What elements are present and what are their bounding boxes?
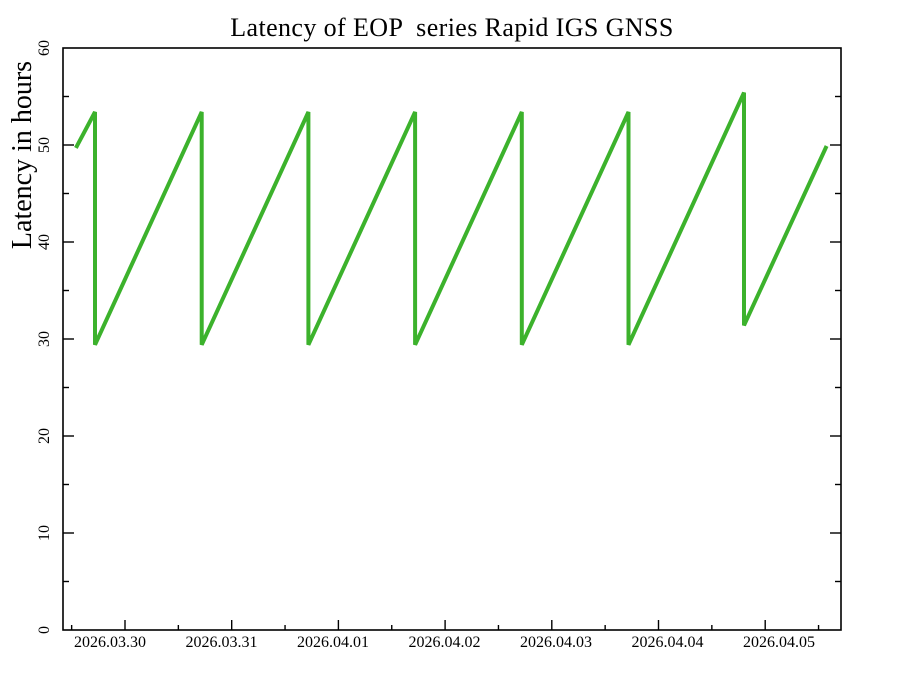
y-tick-label: 30 <box>36 331 53 347</box>
x-tick-label: 2026.04.01 <box>297 634 369 651</box>
y-tick-label: 20 <box>36 428 53 444</box>
chart-title: Latency of EOP series Rapid IGS GNSS <box>230 13 674 42</box>
y-tick-label: 10 <box>36 525 53 541</box>
x-tick-label: 2026.03.31 <box>185 634 258 651</box>
x-tick-label: 2026.04.02 <box>408 634 481 651</box>
x-tick-label: 2026.04.05 <box>743 634 815 651</box>
x-tick-label: 2026.04.03 <box>520 634 592 651</box>
x-tick-label: 2026.03.30 <box>74 634 146 651</box>
y-tick-label: 60 <box>36 40 53 56</box>
y-tick-label: 0 <box>36 626 53 634</box>
x-tick-label: 2026.04.04 <box>631 634 704 651</box>
latency-series-line <box>74 91 829 346</box>
y-tick-label: 40 <box>36 234 53 250</box>
y-tick-label: 50 <box>36 137 53 153</box>
